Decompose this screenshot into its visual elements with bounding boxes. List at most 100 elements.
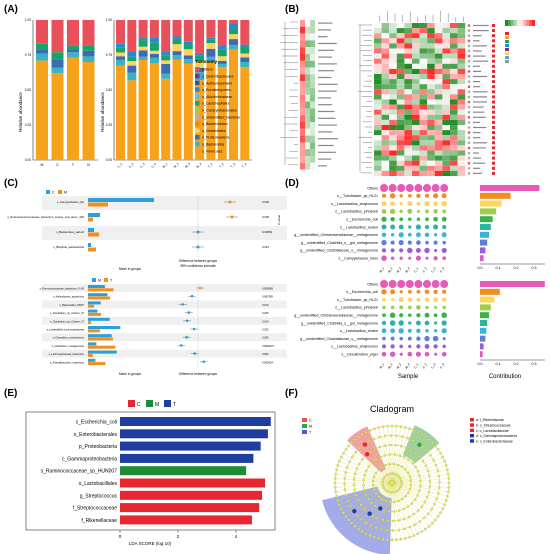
heatmap-cell: [457, 28, 466, 34]
stacked-bar-segment: [127, 20, 137, 53]
x-tick-label: T_4: [241, 162, 248, 169]
heatmap-cell: [434, 33, 443, 39]
abundance-bubble: [407, 289, 412, 294]
abundance-bubble: [434, 321, 438, 325]
cladogram-node: [390, 424, 394, 428]
heatmap-cell: [374, 145, 382, 151]
stacked-bar-segment: [217, 67, 227, 160]
stacked-bar-segment: [183, 44, 193, 50]
heatmap-row-label: [473, 24, 489, 27]
stacked-bar-segment: [138, 46, 148, 51]
legend-swatch: [470, 428, 474, 433]
heatmap-cell: [427, 79, 435, 85]
stacked-bar-segment: [82, 62, 95, 160]
heatmap-row-label: [318, 165, 327, 167]
heatmap-cell: [381, 33, 390, 39]
cladogram-node: [414, 465, 417, 469]
heatmap-cell: [434, 94, 443, 100]
sample-tick-label: M_3: [396, 266, 403, 273]
significant-node: [417, 442, 422, 447]
heatmap-row-label: [318, 22, 333, 24]
abundance-bubble: [424, 200, 430, 207]
heatmap-cell: [396, 28, 405, 34]
heatmap-cell: [374, 28, 382, 34]
abundance-bubble: [416, 305, 421, 310]
heatmap-cell: [389, 125, 397, 131]
heatmap-cell: [374, 140, 382, 146]
stacked-bar-segment: [240, 57, 250, 62]
cladogram-node: [436, 469, 440, 472]
annotation-marker: [467, 24, 471, 27]
heatmap-cell: [300, 115, 305, 122]
cladogram-node: [428, 480, 432, 483]
legend-label: o_Allovibrionaceae: [202, 95, 232, 99]
heatmap-cell: [396, 68, 405, 74]
row-label: g__unidentified_Christensenellaceae__met…: [294, 233, 378, 237]
abundance-bubble: [424, 297, 430, 302]
cladogram-node: [334, 472, 338, 476]
heatmap-cell: [442, 135, 450, 141]
stacked-bar-segment: [36, 53, 48, 61]
contribution-tick-label: 0.1: [496, 266, 501, 270]
heatmap-cell: [396, 114, 405, 120]
abundance-bubble: [434, 352, 438, 356]
heatmap-row-label: [318, 83, 338, 85]
abundance-bubble: [397, 184, 406, 192]
heatmap-cell: [412, 43, 420, 49]
annotation-cell: [492, 100, 495, 104]
contribution-tick-label: 0.0: [478, 362, 483, 366]
heatmap-cell: [419, 160, 428, 166]
heatmap-cell: [442, 145, 450, 151]
heatmap-cell: [396, 104, 405, 110]
cladogram-node: [399, 477, 402, 480]
cladogram-branch: [391, 445, 436, 484]
abundance-bubble: [433, 289, 438, 295]
heatmap-cell: [450, 74, 458, 80]
stacked-bar-segment: [138, 40, 148, 47]
heatmap-cell: [427, 23, 435, 29]
cladogram-node: [416, 532, 420, 536]
panel-c-bottom-diff-title: Difference between groups: [179, 372, 217, 376]
cladogram-node: [353, 525, 357, 528]
legend-label: o_Lactobacillales: [202, 102, 230, 106]
heatmap-cell: [381, 23, 390, 29]
mean-bar: [88, 202, 108, 207]
mean-bar: [88, 317, 110, 321]
contribution-tick-label: 0.2: [514, 362, 519, 366]
cladogram-root: [389, 480, 395, 486]
cladogram-node: [418, 474, 421, 478]
heatmap-cell: [389, 104, 397, 110]
cladogram-node: [376, 517, 379, 520]
legend-swatch: [470, 418, 474, 422]
contribution-bar: [480, 312, 489, 319]
heatmap-cell: [396, 119, 405, 125]
row-label: Others: [367, 282, 378, 286]
heatmap-cell: [396, 79, 405, 85]
heatmap-cell: [457, 84, 466, 90]
stacked-bar-segment: [217, 20, 227, 46]
abundance-bubble: [407, 328, 412, 333]
x-tick-label: T_2: [218, 162, 225, 169]
color-key-cell: [505, 20, 508, 26]
stacked-bar-segment: [195, 61, 205, 68]
annotation-cell: [492, 24, 495, 27]
cladogram-node: [388, 453, 392, 456]
stacked-bar-segment: [116, 20, 125, 44]
difference-point: [198, 286, 202, 290]
heatmap-row-label: [473, 137, 481, 139]
annotation-cell: [492, 49, 495, 53]
difference-point: [202, 360, 205, 364]
abundance-bubble: [434, 248, 438, 252]
panel-d-top-contribution: 0.0 0.1 0.2 0.3: [478, 185, 545, 270]
heatmap-cell: [442, 155, 450, 161]
heatmap-cell: [389, 109, 397, 115]
heatmap-cell: [457, 145, 466, 151]
panel-c-bottom-rows: s_Ruminococcaceae_bacterium_YL45 0.000089…: [40, 283, 287, 369]
cladogram-node: [416, 430, 420, 434]
cladogram-node: [360, 530, 364, 533]
legend-label: o_Campylobacterales: [202, 109, 237, 113]
heatmap-cell: [389, 130, 397, 136]
mean-bar: [88, 337, 113, 341]
abundance-bubble: [389, 320, 396, 326]
stacked-bar-segment: [36, 49, 48, 54]
